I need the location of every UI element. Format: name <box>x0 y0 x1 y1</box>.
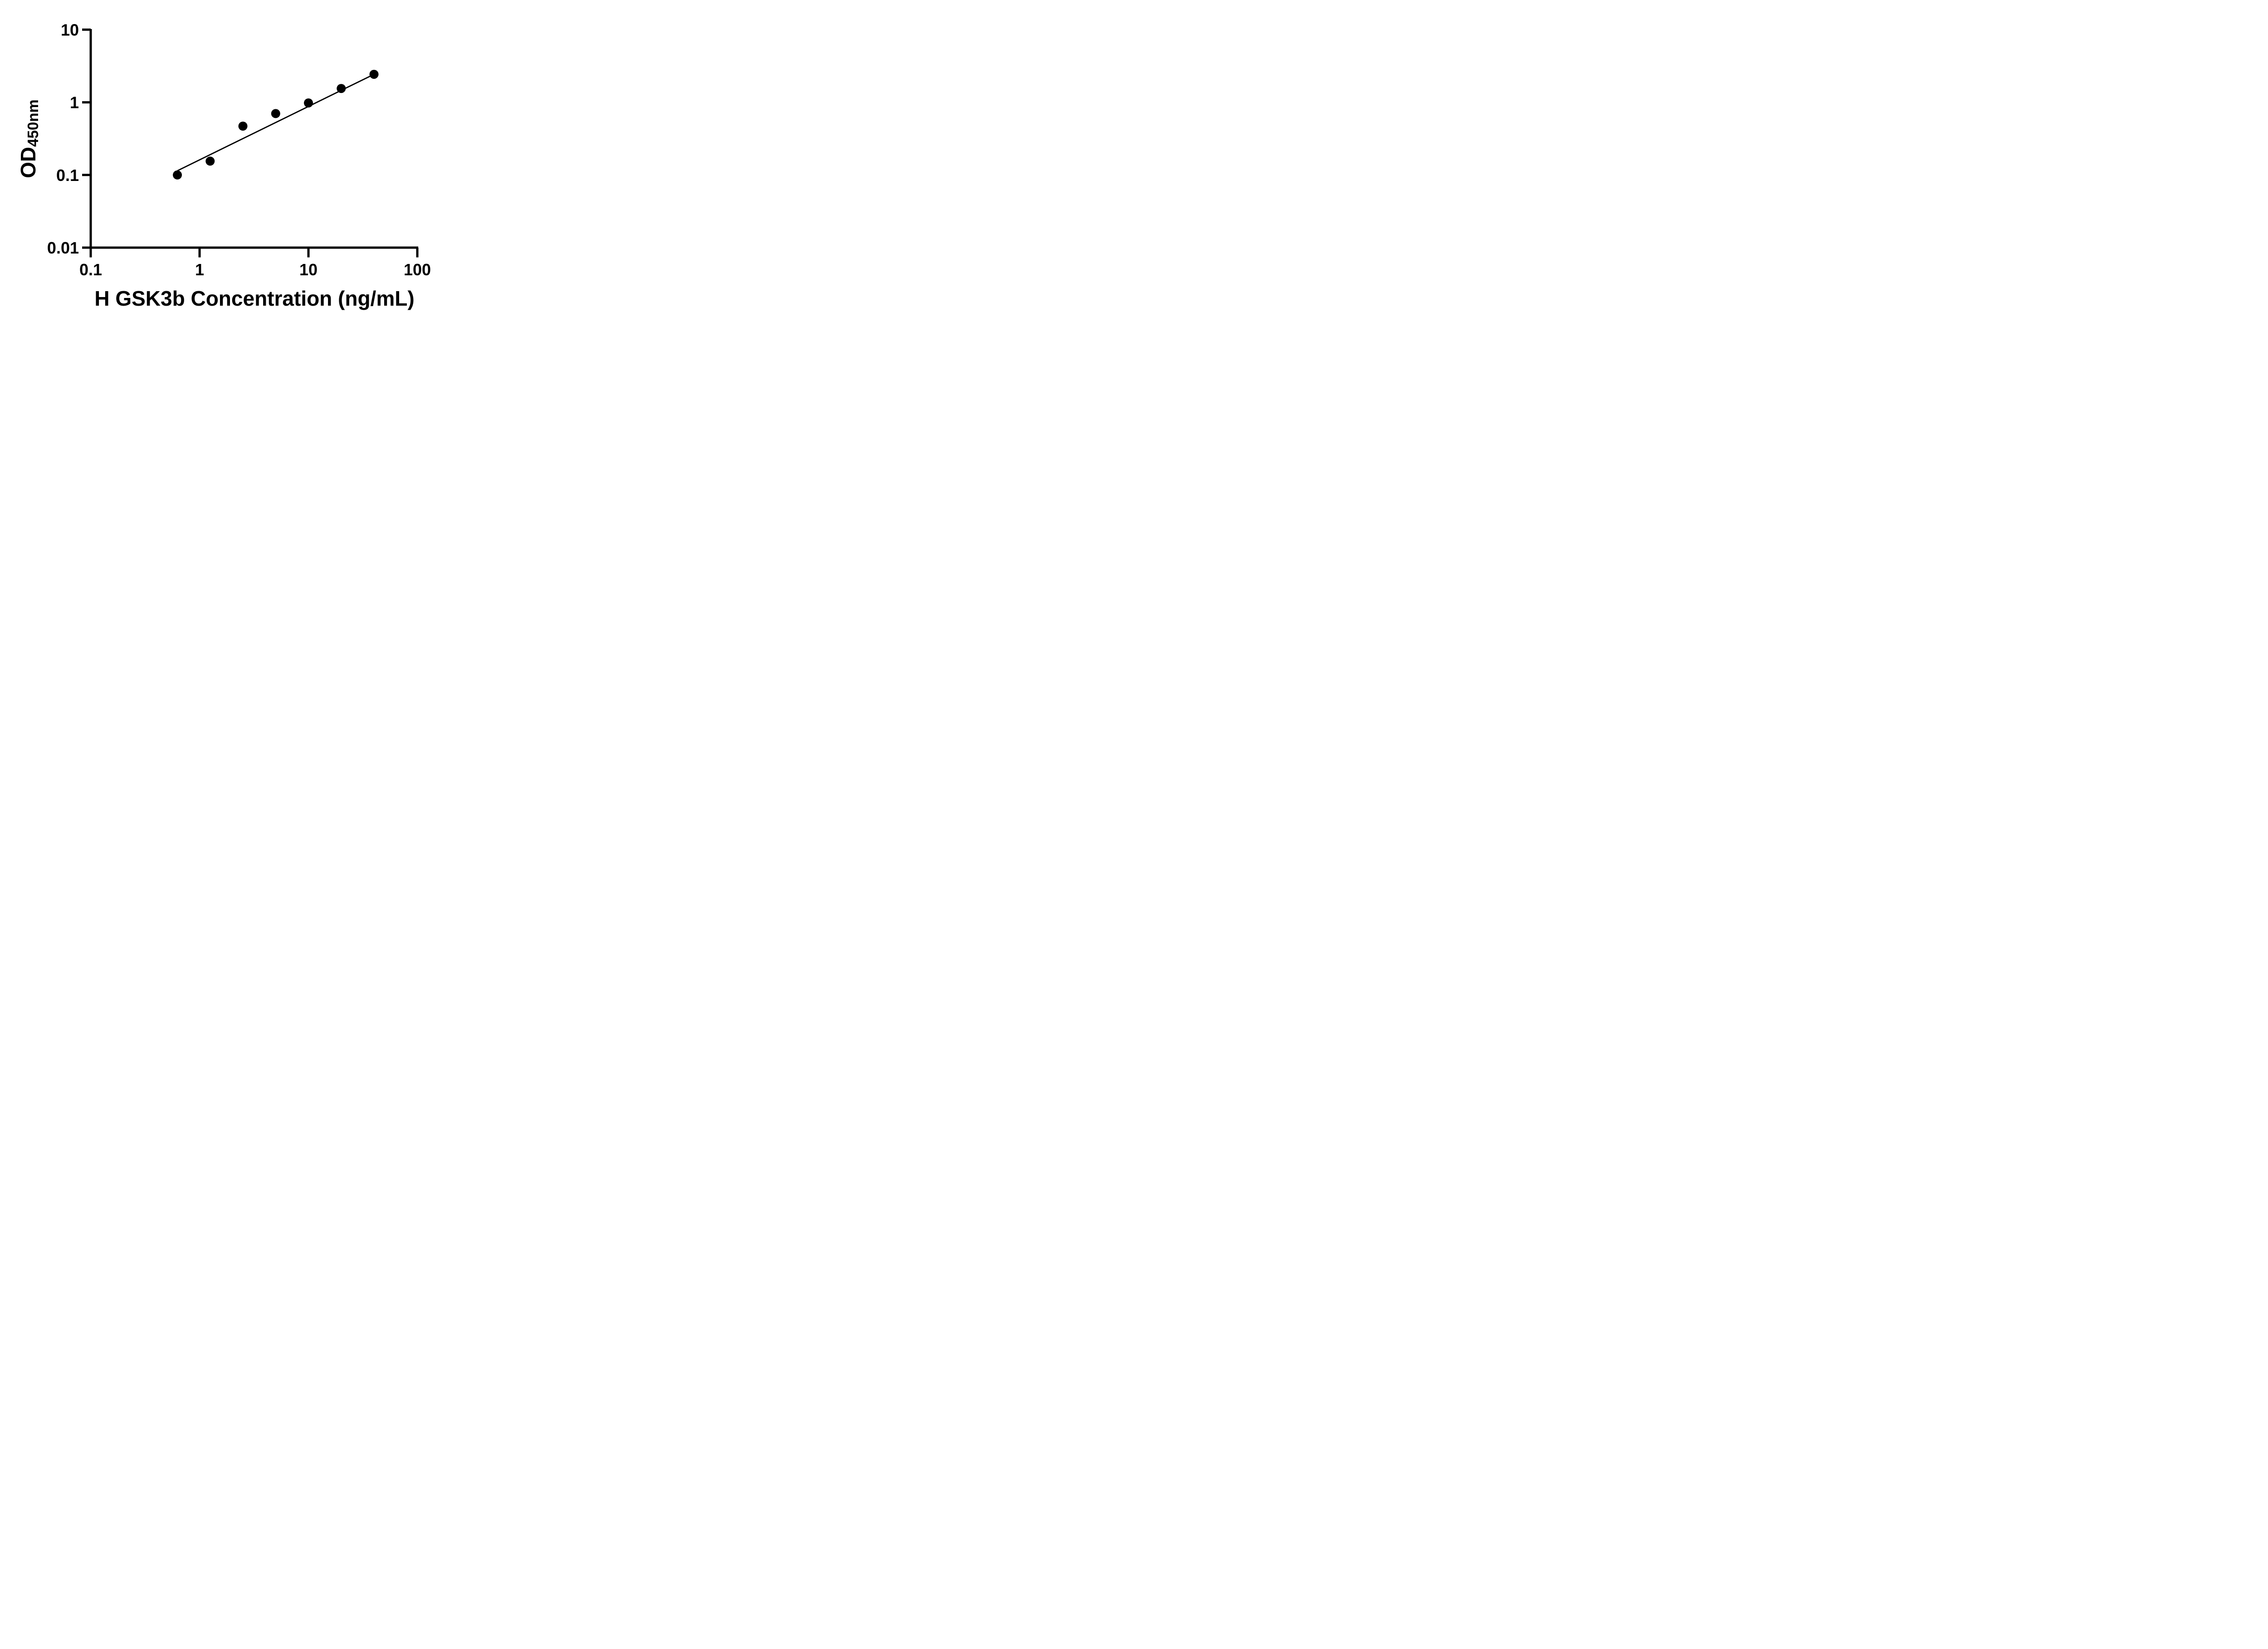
y-axis-tick-label: 1 <box>70 93 79 112</box>
y-axis-tick-label: 0.1 <box>56 166 79 185</box>
elisa-standard-curve-figure: 10 1 0.1 0.01 0.1 1 10 100 OD450nm H GSK3b Conc… <box>0 0 469 330</box>
data-point <box>173 170 182 180</box>
x-axis-title: H GSK3b Concentration (ng/mL) <box>94 287 415 310</box>
data-point <box>271 109 280 118</box>
y-axis-tick-label: 10 <box>61 20 79 39</box>
data-point <box>304 98 313 108</box>
data-point <box>205 156 215 166</box>
y-axis-title-main: OD <box>16 146 40 178</box>
y-axis-title: OD450nm <box>16 99 41 178</box>
x-axis-tick-label: 0.1 <box>79 260 102 279</box>
y-axis-tick-label: 0.01 <box>47 239 79 257</box>
data-point <box>369 69 379 79</box>
x-axis-tick-label: 1 <box>195 260 204 279</box>
x-axis-tick-label: 100 <box>404 260 431 279</box>
data-point <box>337 84 346 93</box>
x-axis-tick-label: 10 <box>299 260 318 279</box>
y-axis-title-subscript: 450nm <box>24 99 41 147</box>
data-point <box>238 122 248 131</box>
